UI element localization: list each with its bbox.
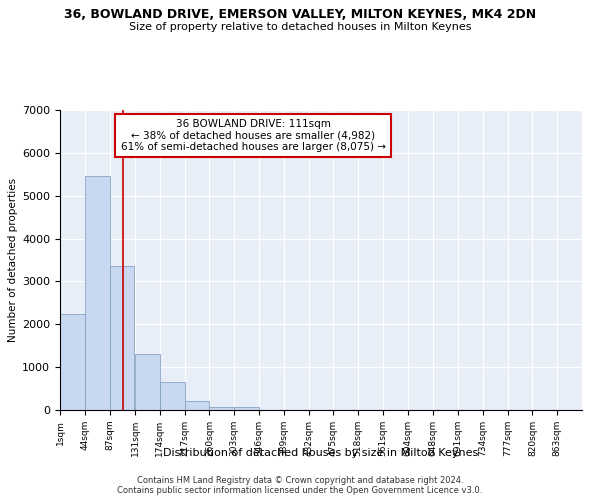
- Bar: [85, 176, 110, 410]
- Bar: [209, 407, 234, 410]
- Bar: [60, 314, 85, 410]
- Text: Contains public sector information licensed under the Open Government Licence v3: Contains public sector information licen…: [118, 486, 482, 495]
- Bar: [234, 408, 259, 410]
- Text: Distribution of detached houses by size in Milton Keynes: Distribution of detached houses by size …: [163, 448, 479, 458]
- Bar: [135, 354, 160, 410]
- Bar: [185, 402, 209, 410]
- Text: 36, BOWLAND DRIVE, EMERSON VALLEY, MILTON KEYNES, MK4 2DN: 36, BOWLAND DRIVE, EMERSON VALLEY, MILTO…: [64, 8, 536, 20]
- Bar: [160, 382, 185, 410]
- Text: 36 BOWLAND DRIVE: 111sqm
← 38% of detached houses are smaller (4,982)
61% of sem: 36 BOWLAND DRIVE: 111sqm ← 38% of detach…: [121, 119, 386, 152]
- Bar: [110, 266, 134, 410]
- Text: Contains HM Land Registry data © Crown copyright and database right 2024.: Contains HM Land Registry data © Crown c…: [137, 476, 463, 485]
- Text: Size of property relative to detached houses in Milton Keynes: Size of property relative to detached ho…: [129, 22, 471, 32]
- Y-axis label: Number of detached properties: Number of detached properties: [8, 178, 18, 342]
